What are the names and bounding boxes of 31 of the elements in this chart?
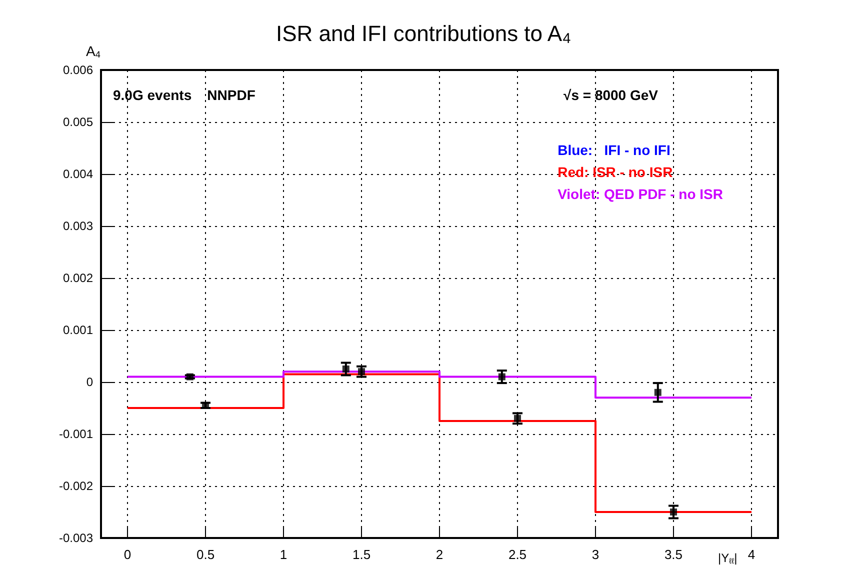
point bbox=[498, 373, 506, 380]
y-tick-label: 0.004 bbox=[62, 167, 94, 181]
legend-label: Blue: IFI - no IFI bbox=[558, 142, 670, 158]
point bbox=[342, 366, 350, 372]
x-tick-label: 3.5 bbox=[664, 547, 683, 562]
x-tick-label: 2.5 bbox=[508, 547, 527, 562]
annotation: √s = 8000 GeV bbox=[564, 87, 659, 103]
x-tick-label: 0 bbox=[124, 547, 132, 562]
x-tick-label: 2 bbox=[436, 547, 444, 562]
point bbox=[514, 414, 521, 422]
x-tick-label: 1.5 bbox=[352, 547, 371, 562]
x-tick-label: 1 bbox=[280, 547, 288, 562]
y-tick-label: 0.001 bbox=[62, 323, 94, 337]
y-tick-label: -0.002 bbox=[58, 479, 94, 493]
point bbox=[654, 388, 662, 396]
y-tick-label: 0.006 bbox=[62, 63, 94, 77]
x-tick-label: 0.5 bbox=[196, 547, 215, 562]
x-tick-label: 4 bbox=[748, 547, 756, 562]
y-tick-label: -0.003 bbox=[58, 531, 94, 545]
y-tick-label: 0.002 bbox=[62, 271, 94, 285]
point bbox=[186, 373, 194, 380]
y-tick-label: 0.005 bbox=[62, 115, 94, 129]
y-tick-label: -0.001 bbox=[58, 427, 94, 441]
text: Red: ISR - no ISR bbox=[558, 164, 673, 180]
point bbox=[358, 368, 366, 376]
annotation: 9.0G events NNPDF bbox=[113, 87, 256, 103]
x-tick-label: 3 bbox=[592, 547, 600, 562]
y-tick-label: 0 bbox=[86, 375, 94, 389]
y-tick-label: 0.003 bbox=[62, 219, 94, 233]
point bbox=[670, 508, 677, 516]
text: Violet: QED PDF - no ISR bbox=[558, 186, 724, 202]
